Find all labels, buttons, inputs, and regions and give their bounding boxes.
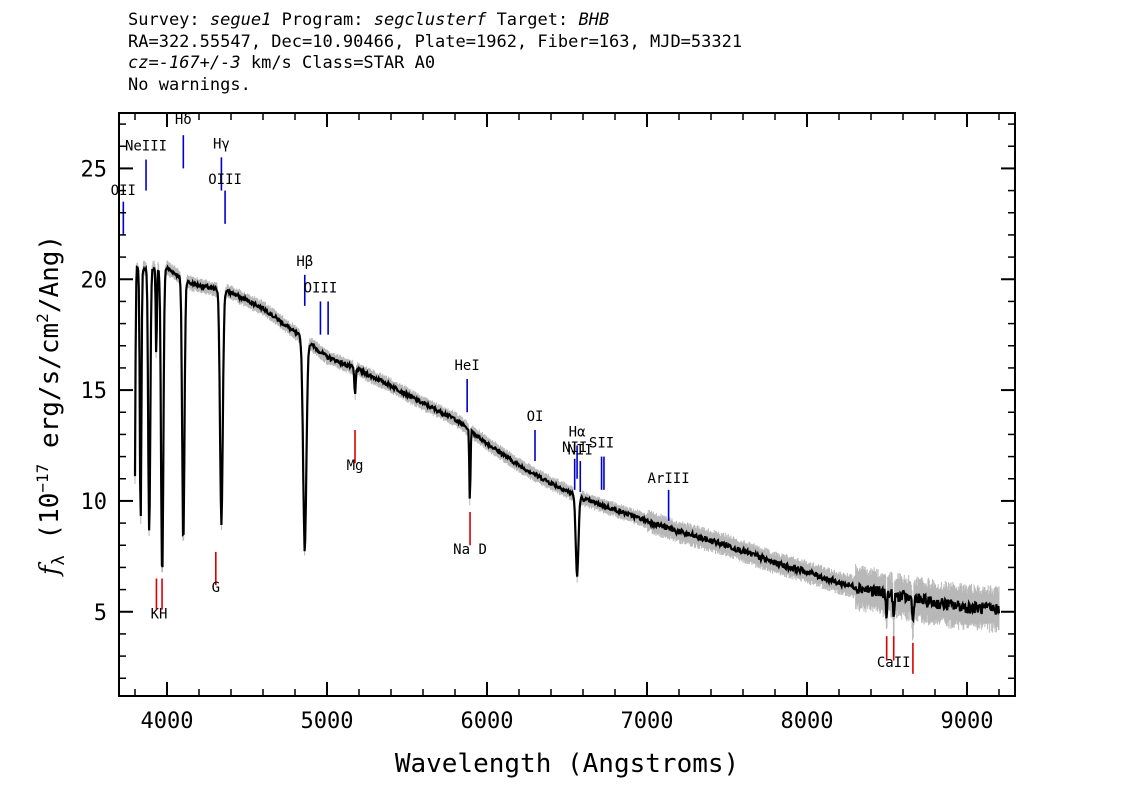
absorption-marker-label: KH xyxy=(151,606,168,622)
cz-value: -167+/-3 xyxy=(158,53,241,73)
survey-value: segue1 xyxy=(209,10,272,30)
cz-label: cz= xyxy=(128,53,159,73)
absorption-marker-label: G xyxy=(212,580,220,596)
x-tick-label: 7000 xyxy=(621,709,674,734)
class-info: km/s Class=STAR A0 xyxy=(240,53,436,73)
x-tick-label: 5000 xyxy=(301,709,354,734)
y-tick-label: 5 xyxy=(94,601,107,626)
flux-line xyxy=(133,264,1001,624)
absorption-marker-label: Na D xyxy=(453,542,487,558)
target-value: BHB xyxy=(578,10,610,30)
emission-marker-label: NII xyxy=(568,442,593,458)
survey-label: Survey: xyxy=(128,10,200,30)
program-value: segclusterf xyxy=(373,10,487,30)
y-tick-label: 25 xyxy=(81,157,108,182)
header-line-3: cz=-167+/-3 km/s Class=STAR A0 xyxy=(128,53,742,75)
emission-marker-label: SII xyxy=(589,436,614,452)
emission-marker-label: HeI xyxy=(455,358,480,374)
y-tick-label: 10 xyxy=(81,490,108,515)
emission-marker-label: Hβ xyxy=(296,254,313,270)
emission-marker-label: Hα xyxy=(569,425,586,441)
y-tick-label: 15 xyxy=(81,379,108,404)
axis-ticks: 4000 5000 6000 7000 8000 9000 5 10 15 20 25 xyxy=(81,113,1015,734)
line-markers: OIINeIIIHδHγOIIIHβOIIIHeIOINIIHαNIISIIAr… xyxy=(111,112,914,674)
x-tick-label: 9000 xyxy=(941,709,994,734)
absorption-marker-label: Mg xyxy=(347,458,364,474)
target-label: Target: xyxy=(496,10,569,30)
emission-marker-label: OIII xyxy=(208,172,242,188)
x-tick-label: 4000 xyxy=(141,709,194,734)
y-axis-label: fλ (10−17 erg/s/cm2/Ang) xyxy=(33,235,69,577)
flux-series xyxy=(133,264,1001,624)
header-line-1: Survey: segue1 Program: segclusterf Targ… xyxy=(128,10,742,32)
y-tick-label: 20 xyxy=(81,268,108,293)
absorption-marker-label: CaII xyxy=(877,655,911,671)
emission-marker-label: Hγ xyxy=(213,136,230,152)
emission-marker-label: OIII xyxy=(304,281,338,297)
spectrum-header: Survey: segue1 Program: segclusterf Targ… xyxy=(128,10,742,96)
x-tick-label: 8000 xyxy=(781,709,834,734)
emission-marker-label: OI xyxy=(527,409,544,425)
header-line-4: No warnings. xyxy=(128,74,251,95)
x-tick-label: 6000 xyxy=(461,709,514,734)
emission-marker-label: ArIII xyxy=(648,471,690,487)
header-line-2: RA=322.55547, Dec=10.90466, Plate=1962, … xyxy=(128,31,743,52)
x-axis-label: Wavelength (Angstroms) xyxy=(395,749,739,779)
emission-marker-label: Hδ xyxy=(175,112,192,128)
program-label: Program: xyxy=(281,10,364,30)
emission-marker-label: NeIII xyxy=(125,139,167,155)
plot-frame xyxy=(118,112,1016,697)
emission-marker-label: NII xyxy=(562,440,587,456)
